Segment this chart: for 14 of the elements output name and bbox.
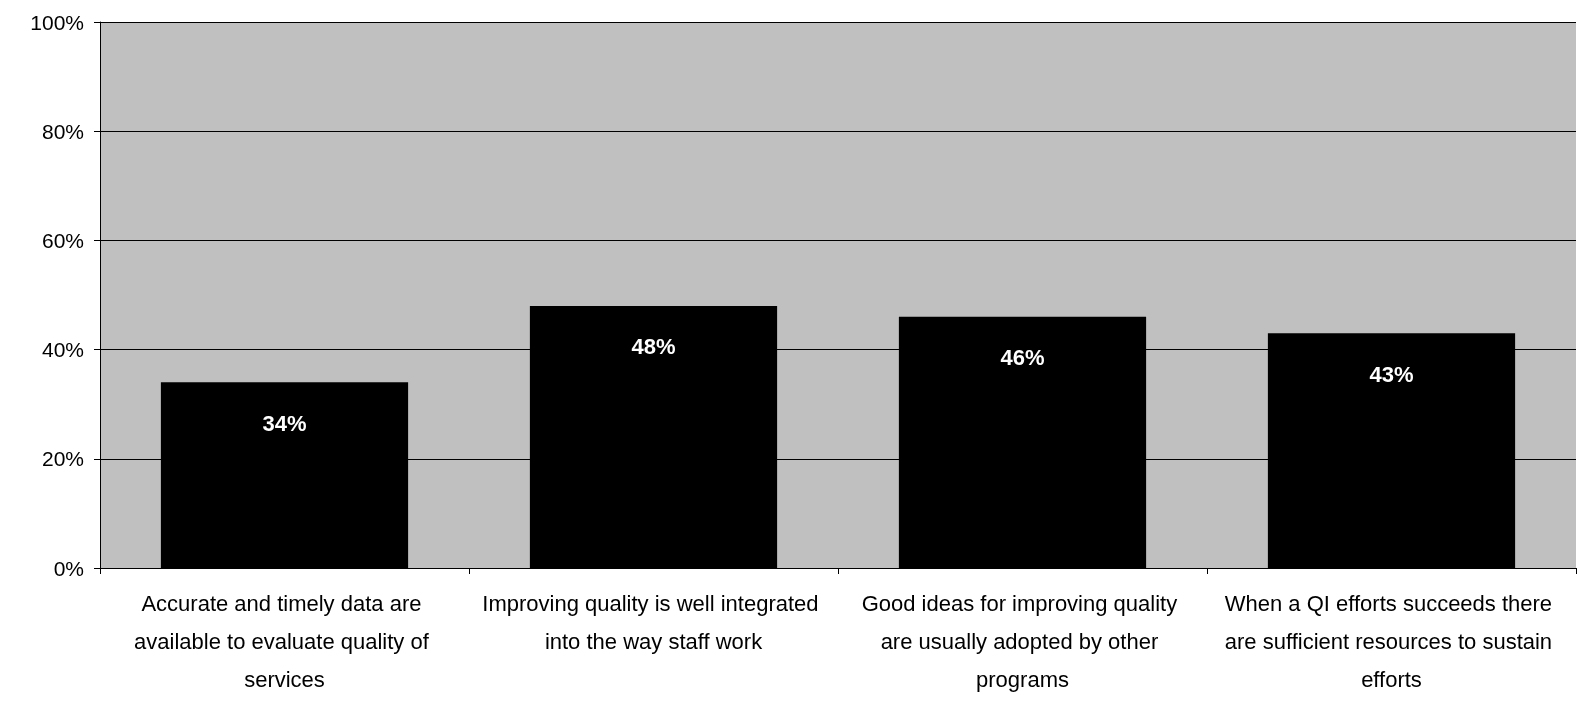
data-label: 43% (1369, 361, 1414, 387)
data-label: 48% (631, 334, 676, 360)
x-tick-label: Improving quality is well integrated into the way staff work (482, 590, 825, 654)
x-tick-label: Good ideas for improving quality are usually adopted by other programs (861, 590, 1184, 692)
x-tick-label: When a QI efforts succeeds there are sufficient resources to sustain efforts (1224, 590, 1559, 692)
y-tick-label: 40% (41, 338, 84, 362)
data-label: 46% (1000, 345, 1045, 371)
y-tick-label: 60% (41, 228, 84, 252)
y-tick-label: 20% (41, 447, 84, 471)
y-tick-label: 100% (30, 10, 84, 34)
x-tick-label: Accurate and timely data are available to evaluate quality of services (134, 590, 435, 692)
y-tick-label: 80% (41, 119, 84, 143)
data-label: 34% (262, 410, 307, 436)
y-tick-label: 0% (53, 556, 84, 580)
